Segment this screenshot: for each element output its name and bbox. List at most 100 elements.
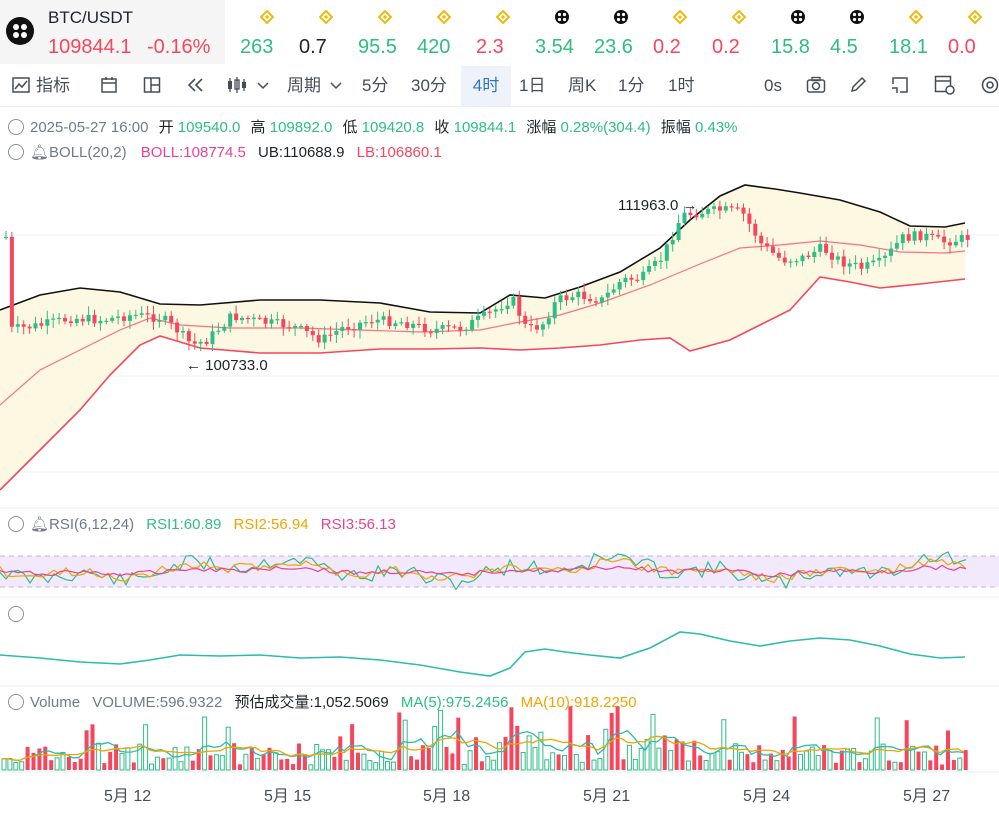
volume-bar — [680, 741, 685, 770]
candle-body — [517, 296, 522, 316]
ticker-item[interactable]: 2.3 — [476, 0, 532, 64]
period-dropdown[interactable]: 周期 — [287, 66, 342, 106]
volume-bar — [279, 759, 284, 770]
collapse-toggle-icon[interactable] — [8, 694, 24, 710]
gear-icon — [981, 76, 999, 94]
interval-30m[interactable]: 30分 — [411, 76, 447, 95]
volume-bar — [786, 756, 791, 770]
chevron-down-icon — [330, 82, 342, 90]
bell-icon[interactable]: 🔔︎ — [30, 144, 50, 161]
volume-ma5: MA(5):975.2456 — [400, 694, 509, 711]
ticker-item[interactable]: 95.5 — [358, 0, 414, 64]
ticker-item[interactable]: 0.2 — [653, 0, 709, 64]
candle-body — [51, 318, 56, 320]
volume-bar — [461, 764, 467, 771]
ticker-item[interactable]: 23.6 — [594, 0, 650, 64]
volume-bar — [803, 750, 809, 771]
volume-bar — [166, 757, 172, 771]
ticker-item[interactable]: 0.2 — [712, 0, 768, 64]
token-icon — [850, 10, 864, 24]
candle-body — [358, 322, 362, 330]
replay-button[interactable] — [186, 66, 206, 106]
candle-body — [859, 262, 864, 269]
candle-body — [918, 231, 923, 241]
interval-1m[interactable]: 1分 — [618, 76, 645, 95]
volume-bar — [467, 750, 473, 771]
ticker-item[interactable]: 3.54 — [535, 0, 591, 64]
volume-bar — [338, 736, 343, 770]
volume-bar — [621, 759, 626, 770]
rsi2-value: RSI2:56.94 — [233, 516, 309, 533]
candle-body — [27, 326, 32, 329]
main-ticker[interactable]: BTC/USDT 109844.1 -0.16% — [0, 0, 225, 64]
ticker-item[interactable]: 0.0 — [948, 0, 999, 64]
candle-body — [782, 257, 787, 263]
volume-bar — [880, 743, 886, 771]
ticker-item[interactable]: 18.1 — [889, 0, 945, 64]
candle-body — [139, 313, 144, 315]
candle-body — [965, 235, 970, 240]
volume-bar — [367, 760, 373, 771]
candle-body — [924, 233, 929, 241]
interval-4h[interactable]: 4时 — [461, 66, 511, 106]
candle-body — [688, 212, 693, 216]
indicator-pane-toggle[interactable] — [8, 606, 30, 623]
candle-body — [605, 292, 610, 298]
indicators-button[interactable]: 指标 — [12, 66, 70, 106]
ticker-item[interactable]: 4.5 — [830, 0, 886, 64]
rewind-icon — [187, 78, 203, 92]
collapse-toggle-icon[interactable] — [8, 119, 24, 135]
token-icon — [555, 10, 569, 24]
bnb-icon — [377, 9, 393, 25]
candle-body — [912, 231, 917, 241]
rsi2-line — [0, 557, 967, 584]
candle-body — [163, 315, 168, 321]
expand-toggle-icon[interactable] — [8, 606, 24, 622]
candle-body — [576, 291, 581, 298]
ticker-item[interactable]: 420 — [417, 0, 473, 64]
ticker-item[interactable]: 15.8 — [771, 0, 827, 64]
candle-body — [930, 233, 935, 236]
volume-bar — [862, 758, 868, 771]
ticker-item[interactable]: 0.7 — [299, 0, 355, 64]
interval-1d[interactable]: 1日 — [519, 76, 546, 95]
volume-bar — [267, 747, 272, 770]
candle-body — [316, 335, 321, 343]
volume-bar — [356, 752, 360, 770]
interval-5m[interactable]: 5分 — [362, 76, 389, 95]
screenshot-button[interactable] — [806, 66, 826, 106]
draw-button[interactable] — [849, 66, 867, 106]
volume-bar — [532, 747, 538, 771]
volume-bar — [149, 763, 154, 771]
layout-button[interactable] — [143, 66, 161, 106]
refresh-timer[interactable]: 0s — [764, 76, 782, 95]
ticker-item[interactable]: 263 — [240, 0, 296, 64]
draw-tool-button[interactable] — [100, 66, 118, 106]
open-value: 109540.0 — [177, 119, 241, 136]
volume-bar — [934, 745, 939, 770]
interval-1h[interactable]: 1时 — [668, 76, 695, 95]
boll-band-fill — [0, 185, 965, 490]
volume-bar — [951, 760, 956, 770]
chart-settings-button[interactable] — [934, 66, 956, 106]
collapse-toggle-icon[interactable] — [8, 144, 24, 160]
volume-bar — [857, 762, 862, 770]
boll-lb-value: LB:106860.1 — [356, 144, 442, 161]
bell-icon[interactable]: 🔔︎ — [30, 516, 50, 533]
chart-type-dropdown[interactable] — [226, 66, 269, 106]
collapse-toggle-icon[interactable] — [8, 516, 24, 532]
volume-bar — [219, 755, 225, 771]
candle-body — [741, 207, 746, 214]
candle-body — [894, 243, 899, 249]
candle-body — [487, 311, 492, 313]
candle-body — [706, 208, 711, 214]
fullscreen-button[interactable] — [890, 66, 910, 106]
volume-bar — [272, 752, 278, 771]
settings-button[interactable] — [980, 66, 999, 106]
candle-body — [110, 317, 115, 321]
candle-body — [953, 241, 958, 246]
volume-bar — [261, 753, 266, 770]
volume-bar — [60, 751, 66, 771]
interval-week[interactable]: 周K — [568, 76, 597, 95]
